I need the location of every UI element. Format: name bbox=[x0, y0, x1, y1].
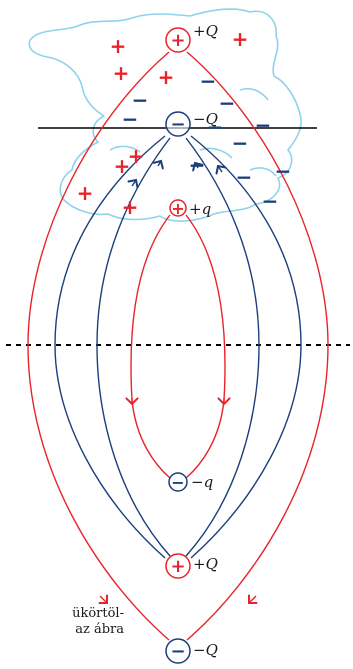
field-line-blue-4 bbox=[190, 135, 302, 559]
charge-top-negative: − −Q bbox=[165, 110, 218, 137]
cloud-inner-wisp-2 bbox=[199, 147, 233, 159]
charge-label: +Q bbox=[193, 22, 218, 40]
charge-sign: − bbox=[171, 473, 184, 492]
cloud-minus-sign: − bbox=[219, 91, 236, 115]
field-line-outer-left bbox=[27, 51, 170, 641]
cloud-minus-sign: − bbox=[132, 88, 149, 112]
charge-label: +q bbox=[189, 200, 211, 218]
charge-label: −Q bbox=[193, 110, 218, 128]
field-line-blue-2 bbox=[96, 137, 171, 557]
cloud-plus-sign: + bbox=[128, 144, 145, 168]
thundercloud bbox=[28, 8, 302, 222]
cloud-minus-sign: − bbox=[189, 153, 206, 177]
cloud-minus-sign: − bbox=[207, 115, 224, 139]
caption-line-2: az ábra bbox=[75, 622, 124, 637]
cloud-plus-sign: + bbox=[232, 27, 249, 51]
field-arrow-blue-3 bbox=[195, 163, 198, 168]
cloud-minus-sign: − bbox=[122, 107, 139, 131]
field-line-inner-right bbox=[185, 214, 226, 479]
figure-caption-fragment: ükörtöl- az ábra bbox=[40, 606, 124, 638]
field-arrow-outer-left bbox=[100, 596, 107, 603]
field-line-outer-right bbox=[186, 51, 329, 641]
charge-sign: − bbox=[170, 114, 185, 135]
cloud-plus-sign: + bbox=[114, 154, 131, 178]
cloud-inner-wisp-4 bbox=[249, 167, 277, 177]
charge-image-negative: − −Q bbox=[165, 638, 218, 664]
cloud-minus-sign: − bbox=[255, 113, 272, 137]
field-line-inner-left bbox=[130, 214, 171, 479]
cloud-minus-sign: − bbox=[275, 159, 292, 183]
field-arrow-outer-right bbox=[249, 596, 256, 603]
cloud-inner-wisp-1 bbox=[109, 145, 141, 153]
charge-label: −q bbox=[191, 473, 213, 491]
cloud-left-outline bbox=[28, 39, 215, 222]
charge-sign: + bbox=[171, 199, 184, 218]
cloud-upper-outline bbox=[29, 8, 302, 215]
cloud-plus-sign: + bbox=[110, 34, 127, 58]
cloud-minus-sign: − bbox=[232, 131, 249, 155]
charge-label: +Q bbox=[193, 555, 218, 573]
field-arrow-blue-1 bbox=[132, 180, 136, 186]
cloud-minus-sign: − bbox=[262, 189, 279, 213]
charge-label: −Q bbox=[193, 641, 218, 659]
charge-image-positive: + +Q bbox=[165, 553, 218, 579]
field-line-blue-3 bbox=[185, 137, 260, 557]
cloud-negative-signs: − − − − − − − − − − − bbox=[122, 69, 292, 213]
charge-sign: + bbox=[170, 556, 185, 577]
charge-top-positive: + +Q bbox=[165, 22, 218, 53]
cloud-plus-sign: + bbox=[122, 195, 139, 219]
charge-sign: + bbox=[170, 30, 185, 51]
cloud-plus-sign: + bbox=[158, 65, 175, 89]
charge-sign: − bbox=[170, 641, 185, 662]
charge-small-positive: + +q bbox=[169, 199, 211, 218]
field-arrow-blue-4 bbox=[218, 166, 222, 172]
cloud-plus-sign: + bbox=[77, 181, 94, 205]
caption-line-1: ükörtöl- bbox=[72, 606, 124, 621]
field-line-blue-1 bbox=[54, 135, 166, 559]
charge-small-negative: − −q bbox=[168, 472, 213, 492]
cloud-plus-sign: + bbox=[113, 61, 130, 85]
cloud-minus-sign: − bbox=[200, 69, 217, 93]
cloud-minus-sign: − bbox=[236, 165, 253, 189]
field-arrow-blue-2 bbox=[158, 161, 161, 166]
cloud-positive-signs: + + + + + + + + bbox=[77, 27, 249, 219]
cloud-inner-wisp-3 bbox=[239, 87, 269, 101]
